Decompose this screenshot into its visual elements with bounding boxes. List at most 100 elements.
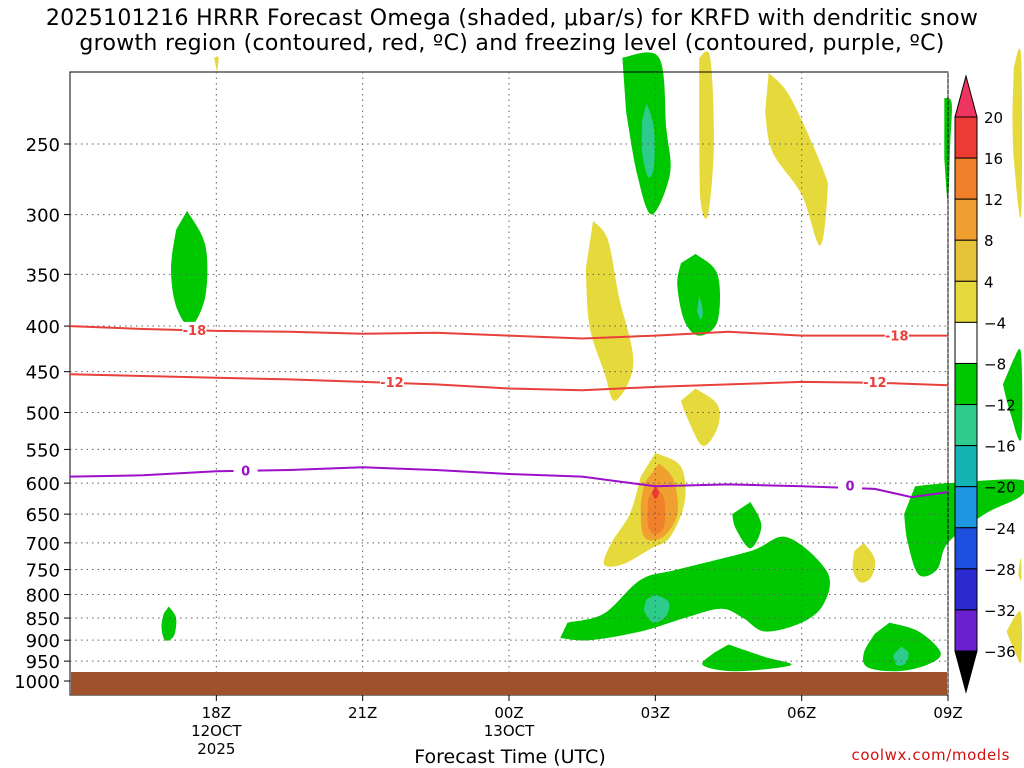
omega-region-yellow <box>1006 611 1022 664</box>
colorbar-swatch <box>954 609 978 652</box>
chart-title-line-1: 2025101216 HRRR Forecast Omega (shaded, … <box>45 6 979 31</box>
colorbar-label: 12 <box>984 191 1003 209</box>
y-tick-label: 550 <box>26 440 60 461</box>
colorbar-swatch <box>954 404 978 447</box>
y-tick-label: 800 <box>26 586 60 607</box>
contour-label-bg <box>838 477 863 494</box>
omega-region-teal <box>644 594 670 623</box>
contour-label-bg <box>884 327 909 344</box>
y-tick-label: 450 <box>26 363 60 384</box>
contour-line <box>69 373 949 392</box>
colorbar-label: −24 <box>984 520 1016 538</box>
omega-region-green <box>702 644 792 672</box>
omega-region-green <box>161 606 177 641</box>
colorbar-arrow-top <box>954 74 978 118</box>
chart-title: 2025101216 HRRR Forecast Omega (shaded, … <box>0 6 1024 56</box>
omega-region-yellow <box>1012 48 1023 218</box>
omega-region-yellow <box>852 542 876 583</box>
y-tick-label: 300 <box>26 206 60 227</box>
contour-label: 0 <box>241 465 250 480</box>
colorbar-swatch <box>954 198 978 241</box>
x-tick-label: 09Z <box>933 704 962 722</box>
x-tick-label: 18Z <box>202 704 231 722</box>
contour-label-bg <box>182 321 207 338</box>
colorbar-swatch <box>954 486 978 529</box>
colorbar-swatch <box>954 445 978 488</box>
colorbar-label: 8 <box>984 232 994 250</box>
y-tick-label: 950 <box>26 652 60 673</box>
chart-title-line-2: growth region (contoured, red, ºC) and f… <box>79 31 945 56</box>
omega-region-yellow <box>585 221 634 401</box>
y-tick-label: 350 <box>26 265 60 286</box>
y-tick-label: 250 <box>26 135 60 156</box>
colorbar-label: −28 <box>984 561 1016 579</box>
y-tick-label: 850 <box>26 609 60 630</box>
colorbar-label: −8 <box>984 355 1006 373</box>
x-tick-label: 21Z <box>348 704 377 722</box>
ground-band <box>71 672 947 695</box>
colorbar-swatch <box>954 157 978 200</box>
colorbar-swatch <box>954 568 978 611</box>
y-tick-label: 500 <box>26 404 60 425</box>
colorbar-swatch <box>954 362 978 406</box>
colorbar-swatch <box>954 280 978 323</box>
contour-label-bg <box>233 462 258 479</box>
x-tick-label: 13OCT <box>484 722 535 740</box>
omega-region-yellow <box>214 56 219 73</box>
y-tick-label: 650 <box>26 505 60 526</box>
omega-region-darkorange <box>647 486 666 535</box>
colorbar-swatch <box>954 527 978 570</box>
x-tick-label: 12OCT <box>191 722 242 740</box>
omega-region-yellow <box>765 72 829 246</box>
omega-region-green <box>732 502 762 549</box>
omega-region-green <box>171 210 208 327</box>
colorbar-label: −16 <box>984 438 1016 456</box>
colorbar-label: −4 <box>984 314 1006 332</box>
x-tick-label: 2025 <box>197 740 235 758</box>
y-tick-label: 400 <box>26 317 60 338</box>
omega-region-red <box>651 486 659 499</box>
x-tick-label: 00Z <box>494 704 523 722</box>
omega-shading <box>161 48 1024 672</box>
contour-label-bg <box>379 373 404 390</box>
omega-region-yellow <box>1018 558 1022 581</box>
colorbar-label: −12 <box>984 397 1016 415</box>
contour-line <box>69 325 948 340</box>
omega-region-green <box>1002 348 1023 441</box>
omega-region-yellow <box>699 51 714 219</box>
contour-line <box>69 466 949 499</box>
omega-region-green <box>677 253 721 336</box>
omega-region-green <box>560 536 831 641</box>
colorbar-arrow-bottom <box>954 650 978 694</box>
colorbar-label: −32 <box>984 602 1016 620</box>
y-tick-label: 700 <box>26 534 60 555</box>
y-tick-label: 1000 <box>14 672 60 693</box>
credit-link[interactable]: coolwx.com/models <box>851 746 1010 764</box>
colorbar-label: −20 <box>984 479 1016 497</box>
x-tick-label: 06Z <box>787 704 816 722</box>
colorbar-label: −36 <box>984 643 1016 661</box>
contour-label: -12 <box>863 376 887 391</box>
x-tick-label: 03Z <box>641 704 670 722</box>
colorbar-swatch <box>954 116 978 159</box>
colorbar-label: 4 <box>984 273 994 291</box>
omega-region-teal <box>697 295 703 320</box>
colorbar-swatch <box>954 239 978 282</box>
y-tick-label: 600 <box>26 474 60 495</box>
contour-label: -12 <box>380 376 404 391</box>
contour-label: 0 <box>846 480 855 495</box>
omega-region-teal <box>893 646 909 666</box>
omega-region-teal <box>641 103 655 178</box>
contour-label: -18 <box>183 324 207 339</box>
omega-region-green <box>863 622 941 672</box>
colorbar-swatch <box>954 321 978 364</box>
contour-label: -18 <box>885 330 909 345</box>
x-axis-label: Forecast Time (UTC) <box>414 746 606 768</box>
y-tick-label: 750 <box>26 561 60 582</box>
omega-region-yellow <box>680 388 720 446</box>
y-tick-label: 900 <box>26 631 60 652</box>
colorbar-label: 16 <box>984 150 1003 168</box>
contour-label-bg <box>862 373 887 390</box>
colorbar-label: 20 <box>984 109 1003 127</box>
